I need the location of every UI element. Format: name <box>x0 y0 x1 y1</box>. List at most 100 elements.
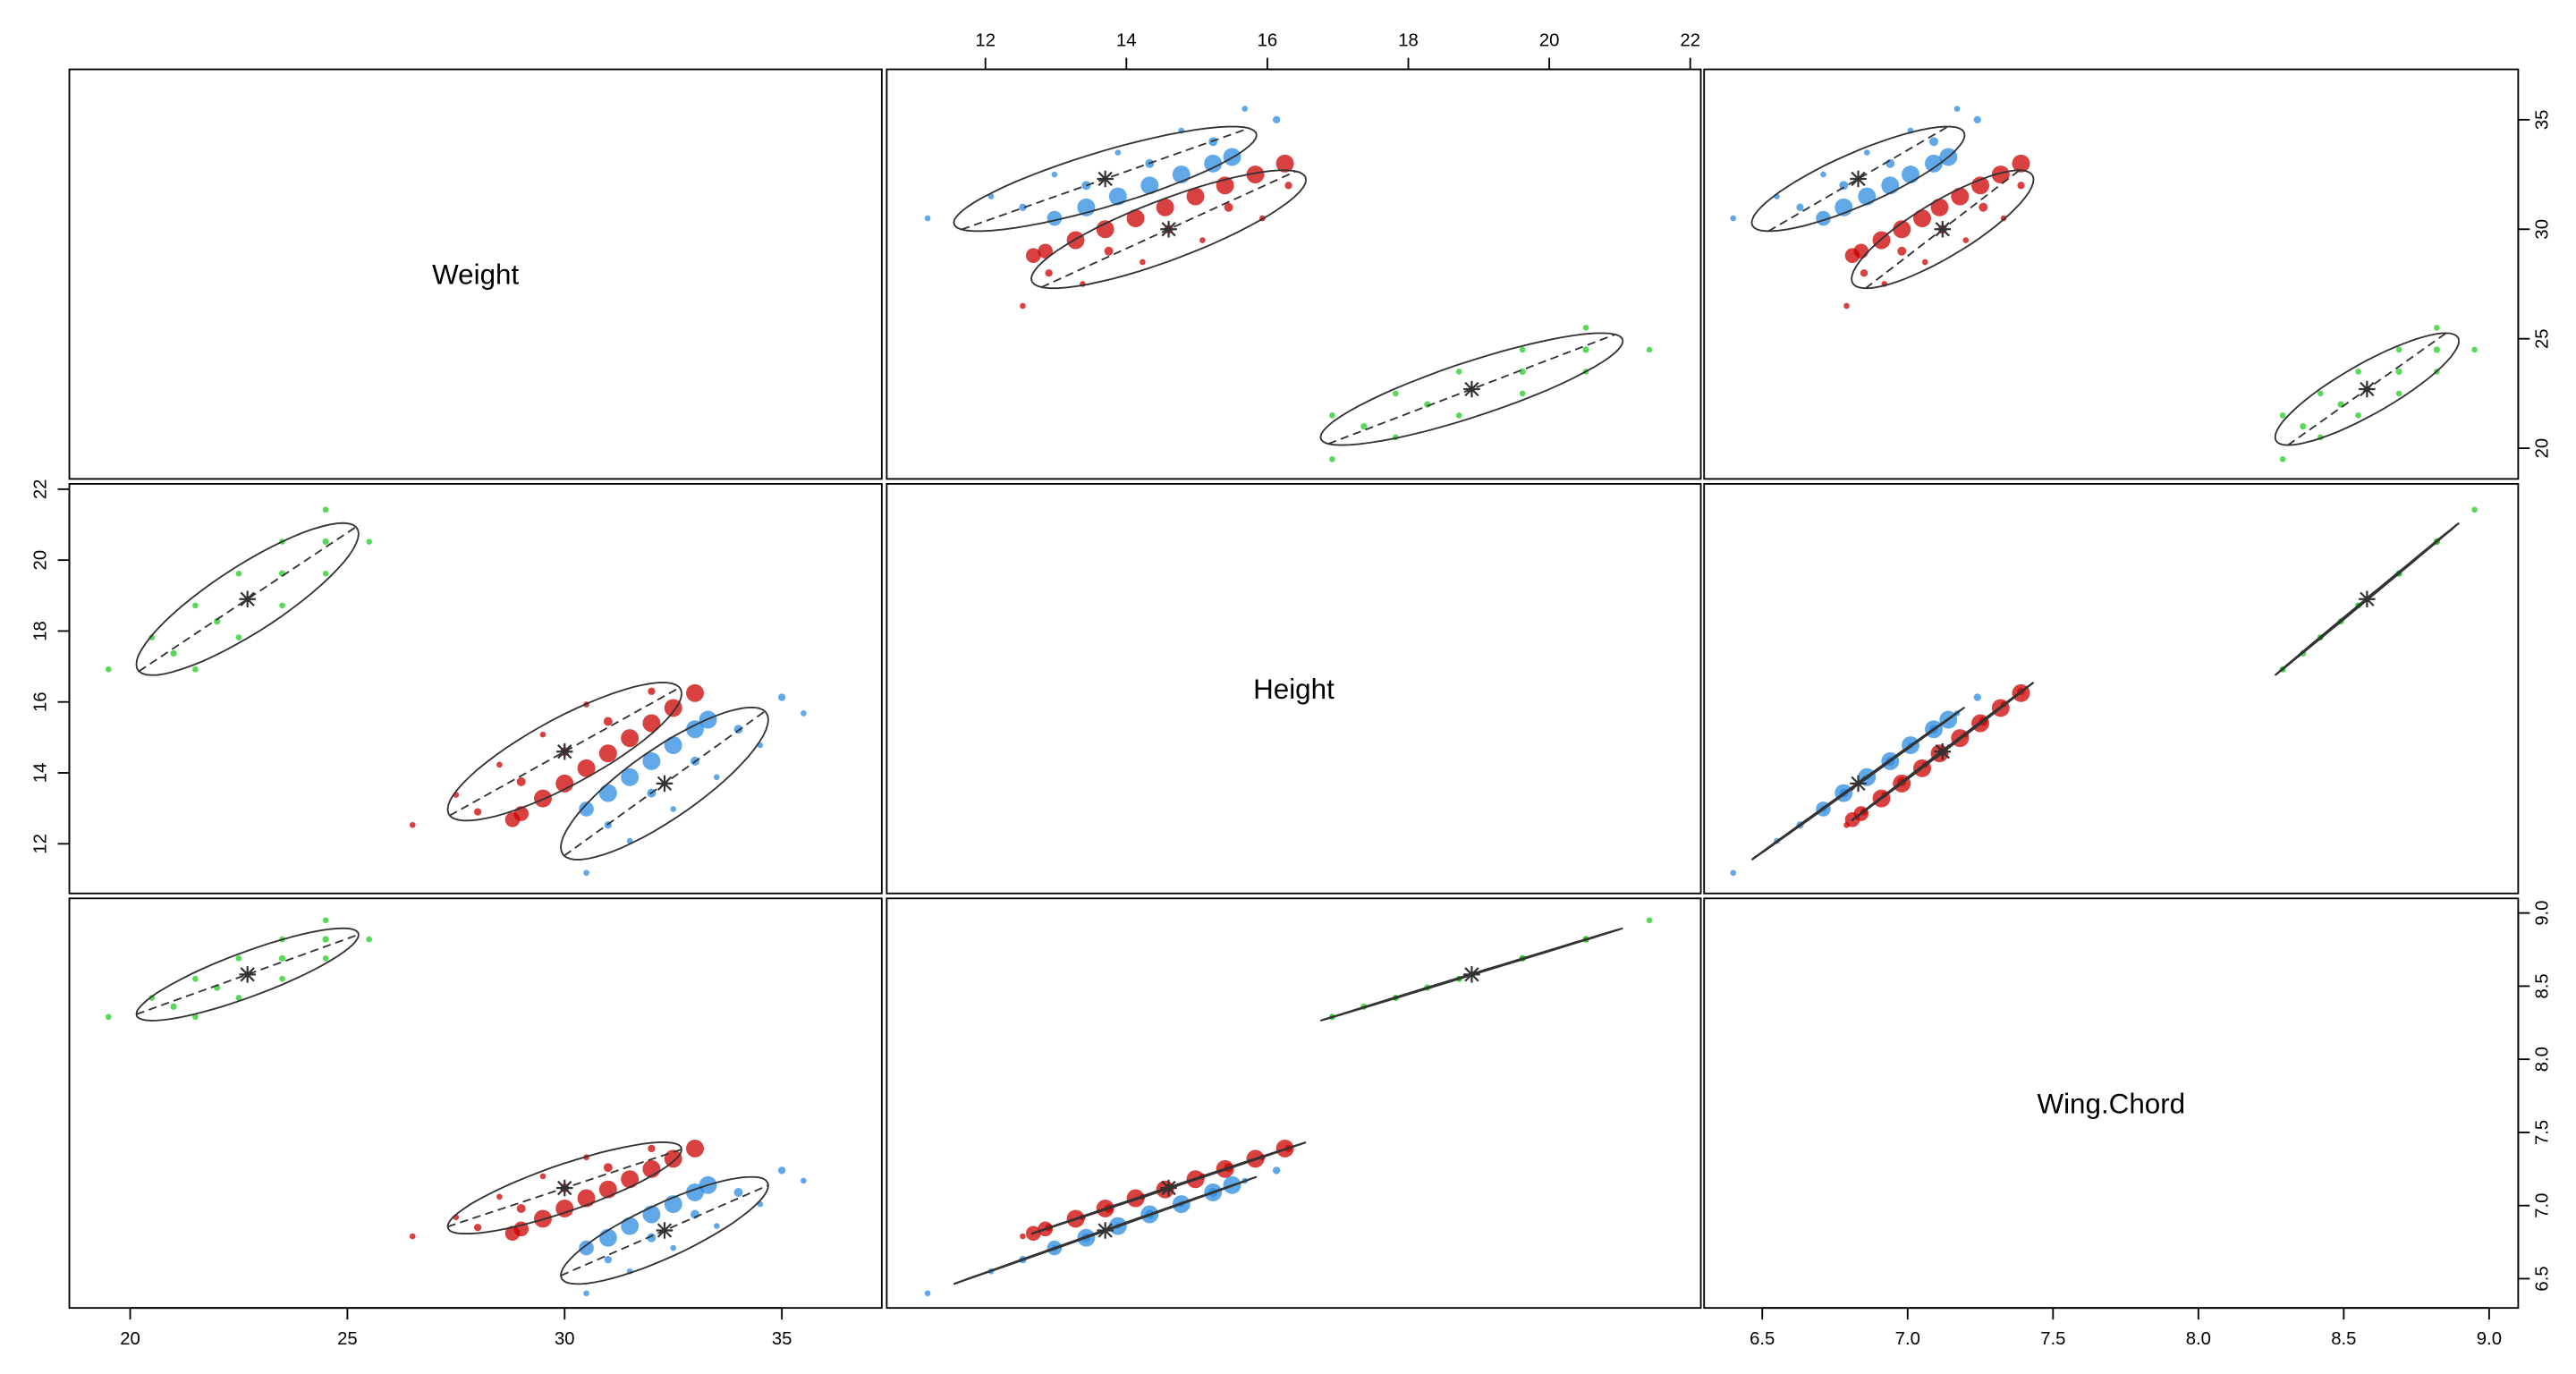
center-marker <box>1850 775 1867 793</box>
point <box>1519 368 1526 376</box>
point <box>1902 165 1919 184</box>
x-tick-label: 14 <box>1116 31 1137 51</box>
point <box>322 506 329 513</box>
point <box>621 1217 640 1235</box>
point <box>105 666 112 673</box>
point <box>2395 368 2402 376</box>
y-tick-label: 7.5 <box>2533 1120 2553 1145</box>
center-stroke <box>1161 1180 1176 1196</box>
center-marker <box>1160 221 1177 238</box>
point <box>1897 246 1907 256</box>
center-stroke <box>240 591 255 606</box>
center-marker <box>1934 221 1952 238</box>
point <box>621 729 640 748</box>
point <box>1519 390 1526 397</box>
point <box>235 634 242 640</box>
point <box>1519 346 1526 353</box>
point <box>1273 1166 1281 1175</box>
point <box>713 1223 720 1229</box>
point <box>1241 106 1249 112</box>
point <box>1284 182 1292 190</box>
point <box>1991 165 2010 184</box>
panel-frame <box>68 483 883 895</box>
point <box>1858 187 1877 206</box>
point <box>192 666 199 673</box>
point <box>924 1290 931 1297</box>
point <box>603 1163 613 1173</box>
point <box>278 954 286 963</box>
point <box>322 570 329 577</box>
point <box>1860 269 1868 277</box>
center-marker <box>556 742 573 760</box>
x-tick-label: 12 <box>975 31 996 51</box>
ellipse-axis <box>1750 706 1966 861</box>
point <box>2279 456 2286 462</box>
x-tick-label: 22 <box>1680 31 1700 51</box>
point <box>2318 390 2324 397</box>
point <box>539 731 547 738</box>
panel-frame <box>886 68 1702 480</box>
ellipse <box>1319 332 1624 446</box>
point <box>1019 203 1027 211</box>
point <box>598 784 617 802</box>
point <box>235 995 242 1001</box>
y-tick-label: 14 <box>31 763 51 784</box>
point <box>583 1290 589 1297</box>
point <box>2395 346 2402 353</box>
center-stroke <box>1097 1223 1113 1238</box>
center-marker <box>1097 170 1114 188</box>
center-stroke <box>557 1180 572 1196</box>
point <box>1885 158 1895 168</box>
point <box>686 720 704 739</box>
point <box>2355 412 2361 419</box>
ellipse-axis <box>449 686 681 817</box>
x-tick-label: 8.5 <box>2331 1329 2356 1349</box>
ellipse-axis <box>1030 1141 1307 1235</box>
point <box>105 1014 112 1021</box>
center-marker <box>1850 170 1867 188</box>
ellipse <box>135 522 360 676</box>
point <box>322 917 329 924</box>
y-tick-label: 20 <box>2533 438 2553 459</box>
point <box>1913 209 1931 227</box>
point <box>664 736 682 755</box>
point <box>1051 171 1058 178</box>
point <box>1046 210 1063 226</box>
point <box>2433 346 2441 353</box>
point <box>686 1139 704 1158</box>
point <box>670 806 677 812</box>
point <box>1066 231 1085 250</box>
point <box>1921 259 1928 266</box>
point <box>648 1144 656 1153</box>
y-tick-label: 20 <box>31 550 51 571</box>
point <box>496 761 503 768</box>
variable-label: Weight <box>432 259 519 291</box>
ellipse <box>1320 927 1623 1022</box>
point <box>2300 422 2307 430</box>
point <box>1140 259 1146 266</box>
point <box>579 1240 594 1256</box>
center-marker <box>239 966 256 983</box>
point <box>2279 412 2286 419</box>
point <box>648 687 656 695</box>
y-tick-label: 30 <box>2533 219 2553 240</box>
y-tick-label: 25 <box>2533 328 2553 349</box>
point <box>1863 149 1870 156</box>
point <box>1582 325 1589 331</box>
point <box>504 812 521 827</box>
center-marker <box>1160 1179 1177 1197</box>
panel-frame <box>886 897 1702 1310</box>
point <box>1126 209 1145 227</box>
point <box>192 602 199 609</box>
center-stroke <box>657 776 673 792</box>
point <box>1104 246 1114 256</box>
x-tick-label: 16 <box>1258 31 1278 51</box>
point <box>516 776 526 786</box>
point <box>1204 154 1223 173</box>
point <box>1930 198 1949 216</box>
point <box>621 1170 640 1189</box>
point <box>1582 346 1589 353</box>
point <box>686 683 704 702</box>
point <box>1156 198 1174 216</box>
